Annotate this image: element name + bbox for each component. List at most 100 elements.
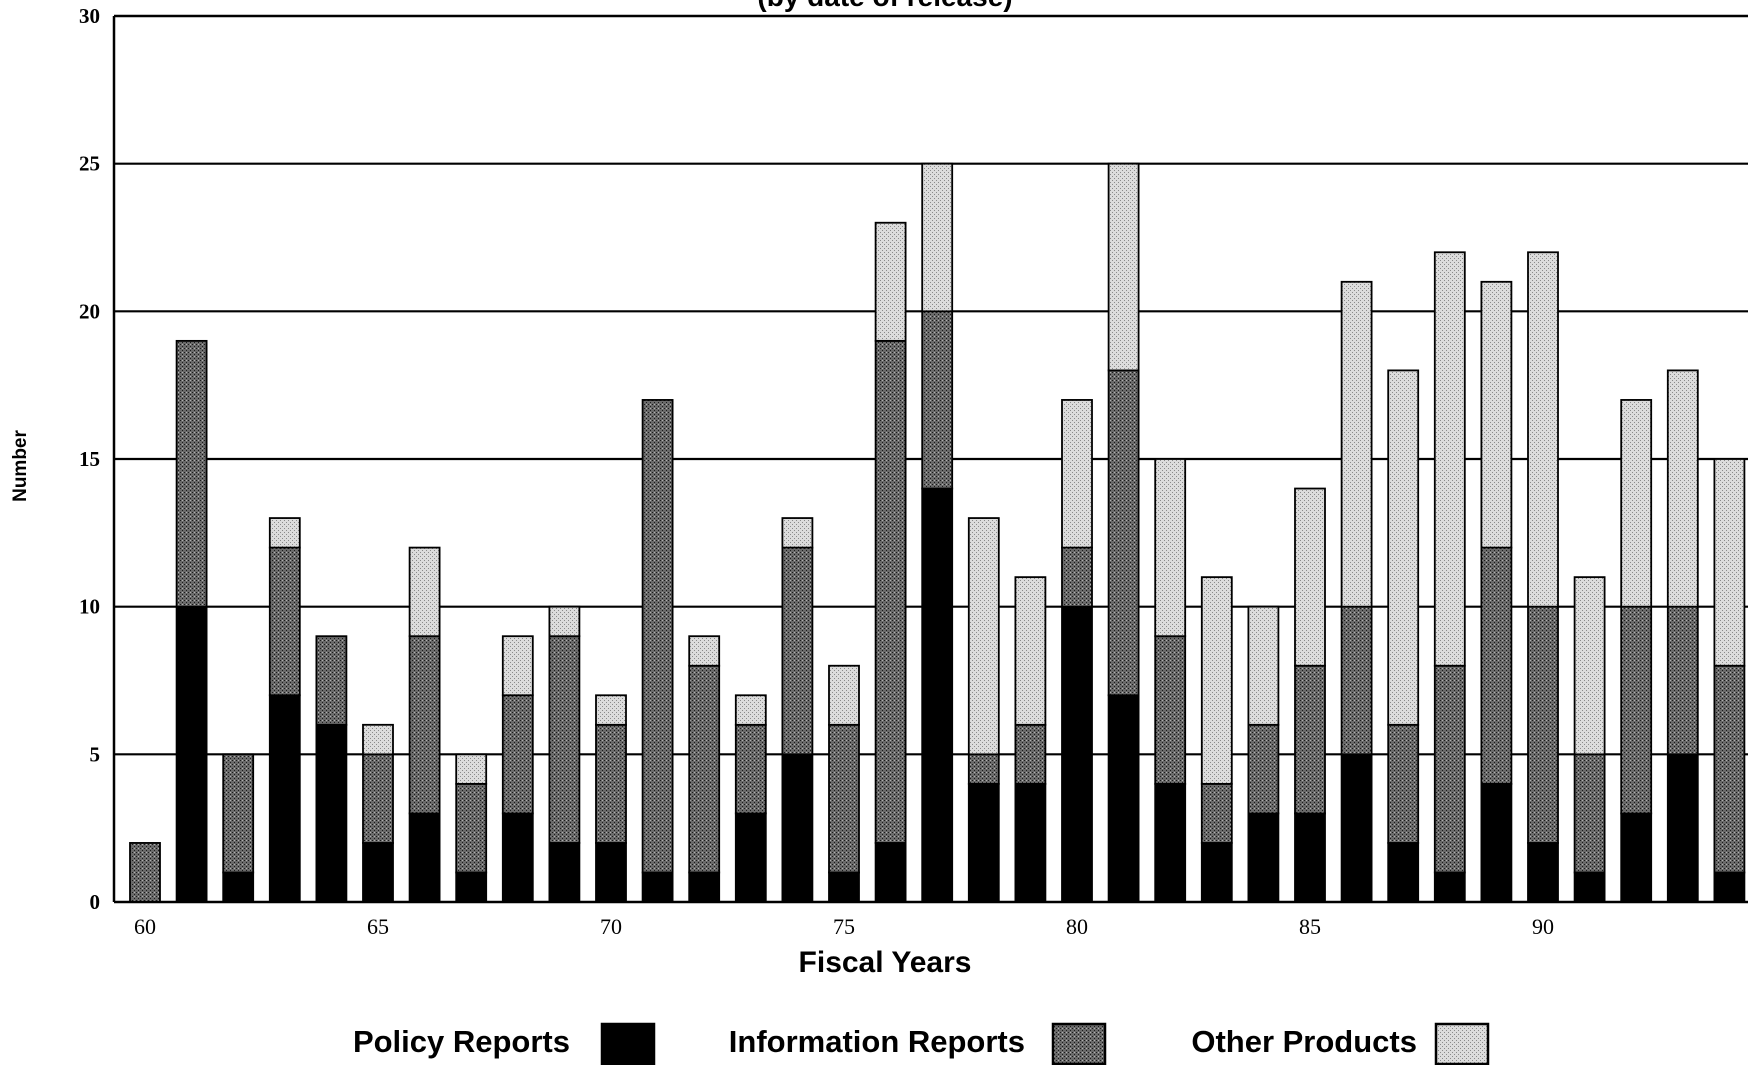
- bar-70-information-reports: [595, 723, 627, 844]
- bar-72-other-products: [688, 635, 721, 667]
- bar-73-other-products: [734, 694, 767, 726]
- bar-74-other-products: [781, 517, 814, 549]
- bar-65-other-products: [362, 723, 394, 756]
- bar-72-information-reports: [688, 664, 721, 874]
- bar-73-policy-reports: [734, 812, 767, 903]
- bars: [129, 162, 1746, 903]
- bar-69-information-reports: [548, 635, 581, 844]
- bar-92-policy-reports: [1620, 812, 1653, 903]
- bar-70-policy-reports: [595, 842, 627, 903]
- y-tick-label-5: 5: [90, 742, 101, 766]
- bar-91-other-products: [1573, 576, 1606, 756]
- bar-83-policy-reports: [1200, 842, 1233, 903]
- bar-75-information-reports: [828, 723, 860, 874]
- legend-swatch: [1051, 1022, 1107, 1065]
- bar-64-information-reports: [315, 635, 348, 726]
- x-tick-label-65: 65: [367, 914, 389, 939]
- bar-group-66: [408, 546, 441, 903]
- bar-group-90: [1527, 251, 1559, 903]
- bar-91-information-reports: [1573, 753, 1606, 874]
- x-tick-label-90: 90: [1532, 914, 1554, 939]
- bar-69-other-products: [548, 605, 581, 638]
- bar-78-other-products: [967, 517, 1000, 756]
- bar-79-policy-reports: [1014, 782, 1047, 903]
- bar-94-policy-reports: [1713, 871, 1746, 903]
- bar-group-63: [268, 517, 301, 903]
- bar-66-policy-reports: [408, 812, 441, 903]
- bar-group-65: [362, 723, 394, 903]
- legend-item-information-reports: Information Reports: [729, 1022, 1107, 1065]
- x-tick-label-60: 60: [134, 914, 156, 939]
- bar-80-other-products: [1061, 399, 1093, 549]
- bar-71-policy-reports: [641, 871, 674, 903]
- bar-81-policy-reports: [1107, 694, 1140, 903]
- x-tick-label-85: 85: [1299, 914, 1321, 939]
- bar-group-93: [1666, 369, 1699, 903]
- x-tick-label-70: 70: [600, 914, 622, 939]
- bar-group-71: [641, 399, 674, 903]
- y-tick-labels: 0 5 10 15 20 25 30: [79, 4, 100, 914]
- bar-88-policy-reports: [1433, 871, 1466, 903]
- bar-89-policy-reports: [1480, 782, 1513, 903]
- y-tick-label-0: 0: [90, 890, 101, 914]
- bar-92-information-reports: [1620, 605, 1653, 815]
- bar-73-information-reports: [734, 723, 767, 815]
- bar-91-policy-reports: [1573, 871, 1606, 903]
- y-tick-label-20: 20: [79, 299, 100, 323]
- bar-group-72: [688, 635, 721, 903]
- bar-group-81: [1107, 162, 1140, 903]
- x-tick-label-75: 75: [833, 914, 855, 939]
- bar-65-policy-reports: [362, 842, 394, 903]
- bar-80-policy-reports: [1061, 605, 1093, 903]
- bar-84-policy-reports: [1247, 812, 1280, 903]
- bar-63-information-reports: [268, 546, 301, 697]
- bar-68-policy-reports: [501, 812, 534, 903]
- legend-label: Information Reports: [729, 1024, 1025, 1059]
- bar-group-68: [501, 635, 534, 903]
- bar-group-73: [734, 694, 767, 903]
- x-tick-label-80: 80: [1066, 914, 1088, 939]
- y-axis-title: Number: [10, 430, 31, 502]
- bar-79-other-products: [1014, 576, 1047, 726]
- plot-frame: [112, 14, 1748, 904]
- bar-90-policy-reports: [1527, 842, 1559, 903]
- legend-swatch: [600, 1022, 656, 1065]
- bar-78-information-reports: [967, 753, 1000, 785]
- bar-66-other-products: [408, 546, 441, 638]
- bar-90-other-products: [1527, 251, 1559, 608]
- bar-82-policy-reports: [1154, 782, 1187, 903]
- bar-60-information-reports: [129, 842, 161, 903]
- bar-68-other-products: [501, 635, 534, 697]
- bar-84-other-products: [1247, 605, 1280, 726]
- bar-93-other-products: [1666, 369, 1699, 608]
- bar-62-information-reports: [222, 753, 255, 874]
- bar-90-information-reports: [1527, 605, 1559, 844]
- bar-93-information-reports: [1666, 605, 1699, 756]
- bar-group-62: [222, 753, 255, 903]
- bar-group-85: [1294, 487, 1326, 903]
- bar-82-other-products: [1154, 458, 1187, 638]
- bar-group-94: [1713, 458, 1746, 903]
- bar-group-92: [1620, 399, 1653, 903]
- bar-87-policy-reports: [1387, 842, 1420, 903]
- bar-group-79: [1014, 576, 1047, 903]
- bar-67-other-products: [455, 753, 488, 785]
- bar-63-policy-reports: [268, 694, 301, 903]
- bar-88-other-products: [1433, 251, 1466, 667]
- bar-87-information-reports: [1387, 723, 1420, 844]
- bar-70-other-products: [595, 694, 627, 726]
- bar-77-other-products: [921, 162, 954, 313]
- bar-78-policy-reports: [967, 782, 1000, 903]
- bar-group-89: [1480, 280, 1513, 903]
- bar-74-policy-reports: [781, 753, 814, 903]
- bar-group-75: [828, 664, 860, 903]
- bar-group-86: [1340, 280, 1373, 903]
- x-tick-labels: 60 65 70 75 80 85 90: [134, 914, 1554, 939]
- bar-71-information-reports: [641, 399, 674, 874]
- bar-72-policy-reports: [688, 871, 721, 903]
- bar-61-policy-reports: [175, 605, 208, 903]
- bar-68-information-reports: [501, 694, 534, 815]
- bar-group-83: [1200, 576, 1233, 903]
- bar-76-policy-reports: [874, 842, 907, 903]
- bar-84-information-reports: [1247, 723, 1280, 815]
